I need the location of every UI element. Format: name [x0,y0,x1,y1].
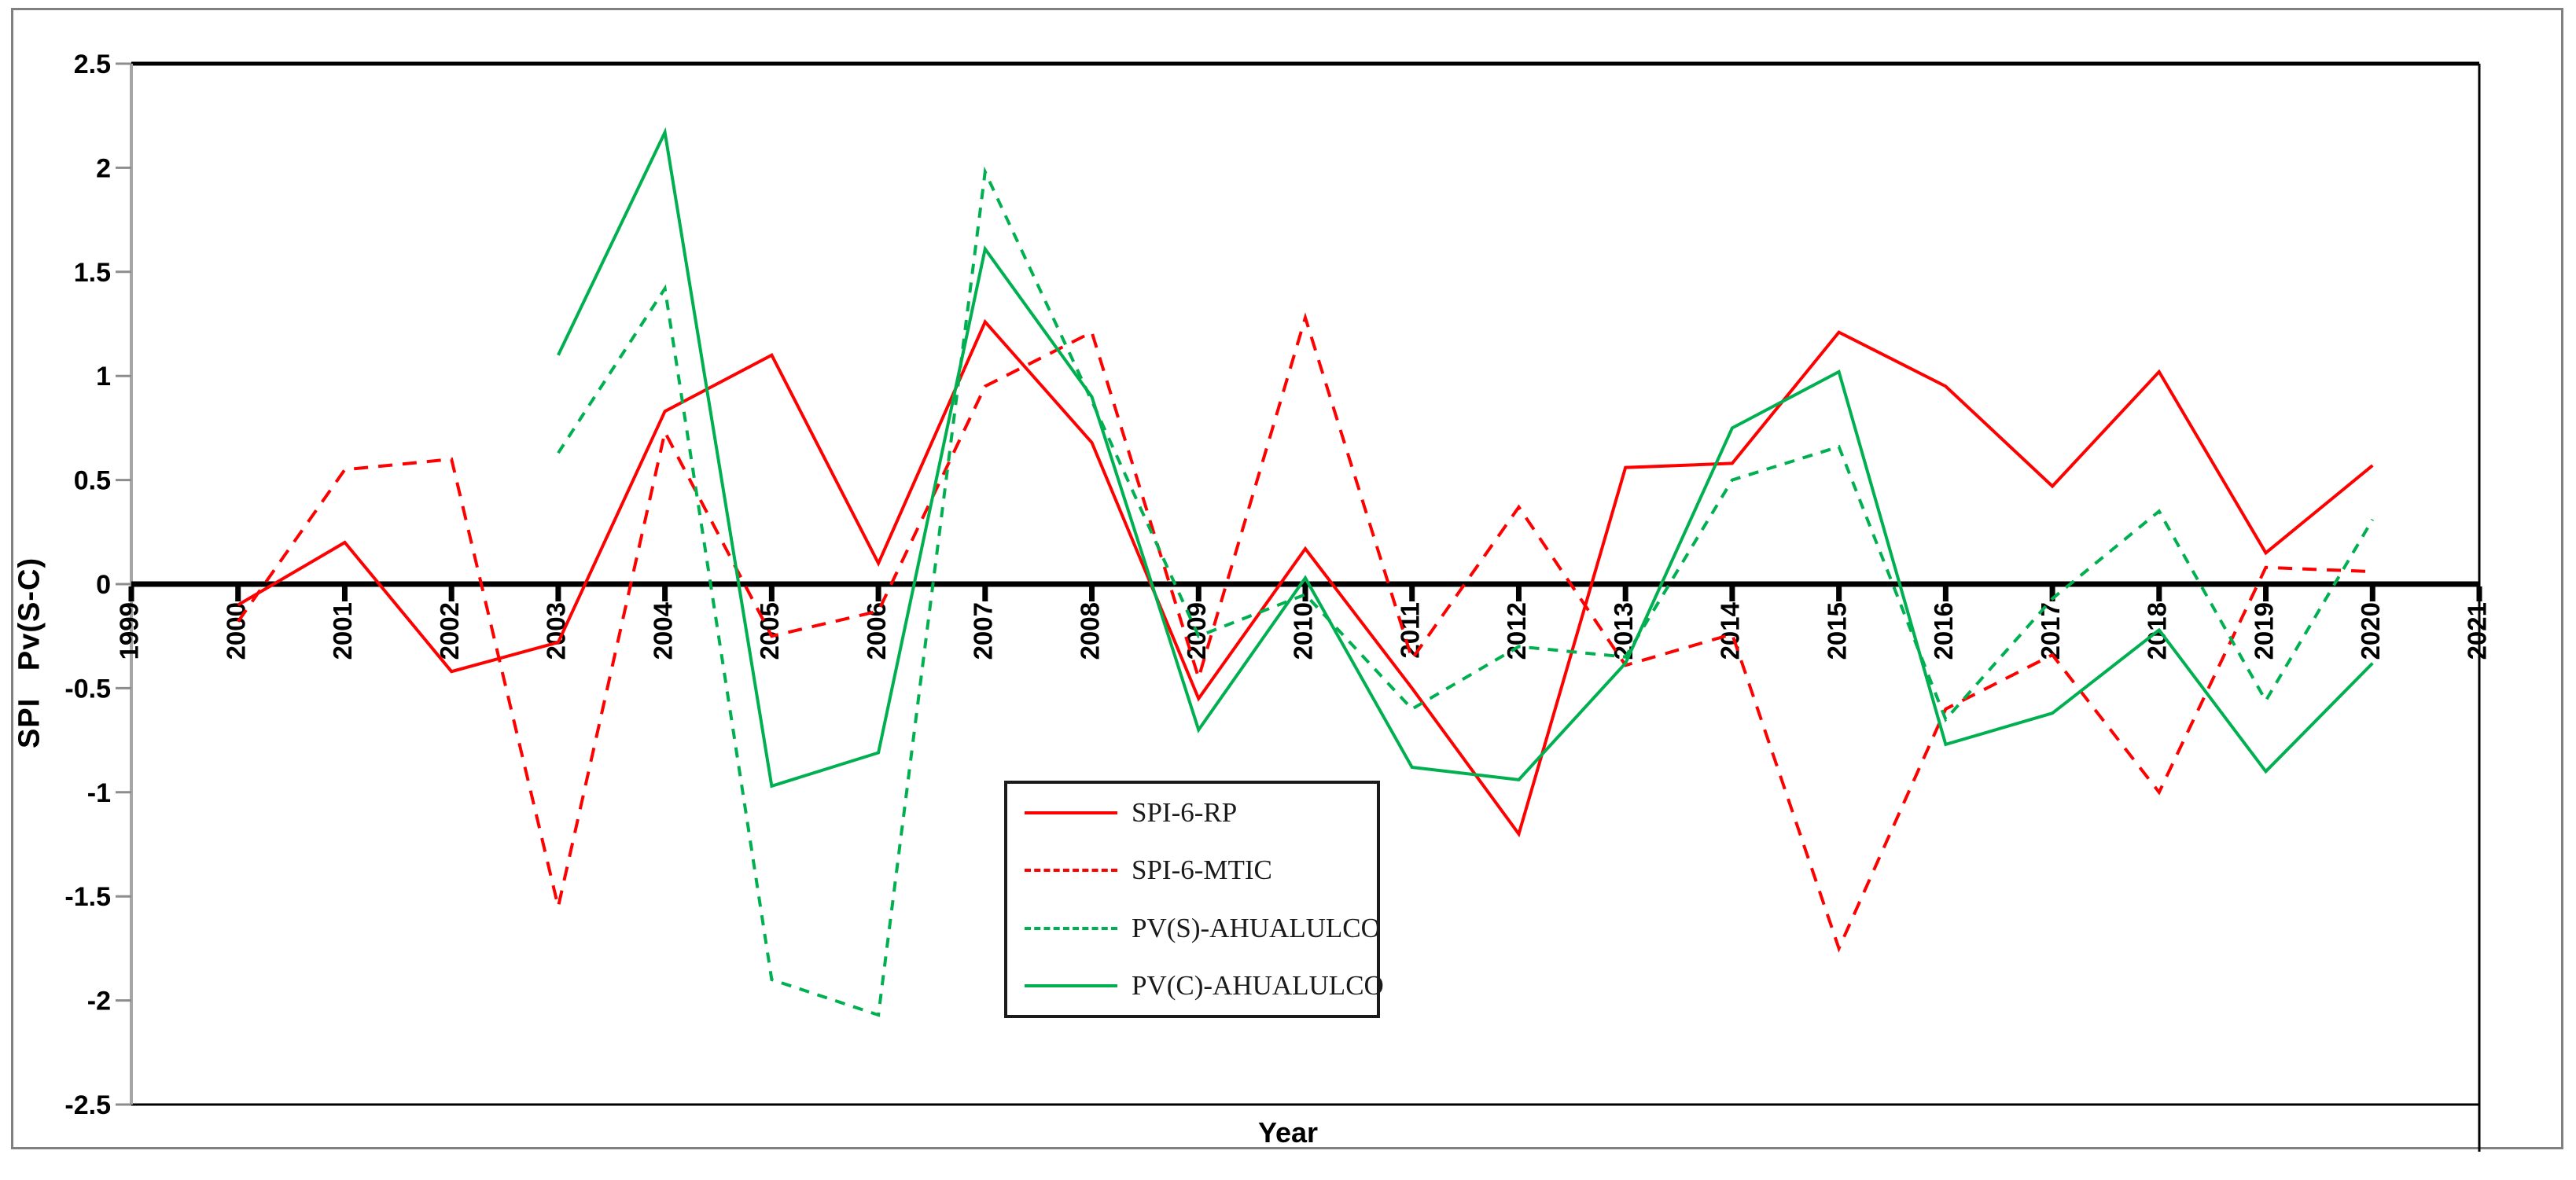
x-tick [875,586,881,601]
x-tick [2049,586,2055,601]
x-tick-label: 2008 [1075,602,1104,660]
series-line-spi-6-mtic [237,312,2373,953]
y-axis-title: SPI Pv(S-C) [13,557,46,748]
x-tick-label: 1999 [115,602,144,660]
x-tick [2369,586,2375,601]
x-tick [1089,586,1095,601]
legend-item-spi-6-rp: SPI-6-RP [1007,784,1377,842]
x-tick-label: 2021 [2463,602,2492,660]
legend-label: PV(C)-AHUALULCO [1132,970,1384,1002]
y-tick-label: -0.5 [64,674,111,704]
legend-label: SPI-6-RP [1132,796,1238,828]
x-tick [662,586,668,601]
legend-line-dashed-red-icon [1025,869,1117,873]
legend-item-pvs-ahualulco: PV(S)-AHUALULCO [1007,899,1381,958]
x-axis-title: Year [1257,1116,1319,1149]
series-line-spi-6-rp [237,318,2374,838]
x-tick [1622,586,1628,601]
x-tick-label: 2013 [1609,602,1638,660]
legend-label: SPI-6-MTIC [1132,855,1272,886]
x-tick [1729,586,1735,601]
legend-item-pvc-ahualulco: PV(C)-AHUALULCO [1007,958,1384,1016]
legend-line-dashed-green-icon [1025,926,1117,930]
legend-label: PV(S)-AHUALULCO [1132,912,1381,943]
x-tick [2156,586,2162,601]
x-tick [1836,586,1842,601]
y-tick-label: 0 [96,570,111,600]
legend-line-solid-green-icon [1025,984,1117,988]
series-line-pv(s)-ahualulco [557,166,2375,1017]
x-tick [341,586,348,601]
figure-border [11,8,2563,1149]
x-tick-label: 2019 [2249,602,2278,660]
x-tick-label: 2007 [969,602,998,660]
x-tick [128,586,134,601]
y-tick-label: -1 [87,778,111,808]
x-tick [448,586,454,601]
x-tick [982,586,988,601]
x-tick-label: 2003 [542,602,571,660]
x-tick [1195,586,1202,601]
y-tick-label: 2.5 [74,50,111,79]
x-tick-label: 2012 [1502,602,1531,660]
x-tick [2263,586,2269,601]
chart-legend: SPI-6-RP SPI-6-MTIC PV(S)-AHUALULCO PV(C… [1004,781,1384,1018]
x-tick [2476,586,2482,601]
y-tick-label: -1.5 [64,882,111,912]
series-line-pv(c)-ahualulco [557,127,2374,789]
x-tick-label: 2020 [2356,602,2385,660]
x-tick-label: 2002 [435,602,464,660]
x-tick [555,586,561,601]
x-tick-label: 2010 [1289,602,1318,660]
x-tick [768,586,775,601]
x-tick-label: 2015 [1822,602,1851,660]
legend-item-spi-6-mtic: SPI-6-MTIC [1007,842,1377,900]
y-tick-label: 2 [96,153,111,183]
y-tick-label: -2.5 [64,1090,111,1120]
x-tick [1409,586,1415,601]
x-tick [1942,586,1949,601]
y-tick-label: 0.5 [74,466,111,496]
y-tick-label: 1.5 [74,258,111,288]
x-tick [235,586,241,601]
x-tick [1515,586,1522,601]
x-tick-label: 2006 [862,602,891,660]
y-tick-label: 1 [96,362,111,391]
x-tick-label: 2014 [1716,601,1745,660]
x-tick-label: 2004 [648,601,677,660]
y-tick-label: -2 [87,987,111,1016]
x-tick-label: 2001 [328,602,357,660]
x-tick [1302,586,1308,601]
x-tick-label: 2016 [1929,602,1958,660]
legend-line-solid-red-icon [1025,811,1117,814]
